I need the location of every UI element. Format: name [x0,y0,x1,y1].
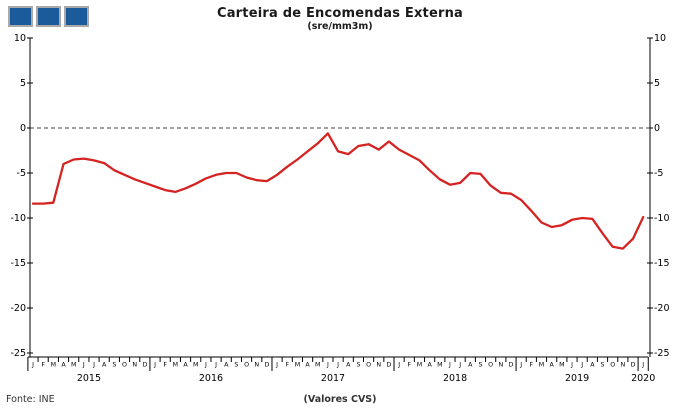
svg-text:D: D [631,362,636,369]
svg-text:F: F [530,362,534,369]
ine-logo [8,6,89,27]
svg-text:2019: 2019 [565,373,589,384]
svg-text:O: O [122,362,127,369]
svg-text:-5: -5 [17,168,26,179]
svg-text:J: J [275,362,278,369]
svg-text:A: A [590,362,595,369]
chart-title: Carteira de Encomendas Externa [216,6,464,21]
svg-text:A: A [102,362,107,369]
svg-text:N: N [132,362,137,369]
svg-text:J: J [580,362,583,369]
svg-text:F: F [41,362,45,369]
svg-text:S: S [478,362,482,369]
svg-text:2016: 2016 [199,373,223,384]
svg-text:M: M [193,362,198,369]
svg-text:O: O [488,362,493,369]
svg-text:5: 5 [654,78,660,89]
svg-text:M: M [295,362,300,369]
svg-text:J: J [204,362,207,369]
svg-text:J: J [214,362,217,369]
svg-text:0: 0 [654,123,660,134]
svg-text:A: A [305,362,310,369]
svg-text:O: O [366,362,371,369]
svg-text:-10: -10 [10,213,26,224]
svg-text:N: N [376,362,381,369]
svg-text:-20: -20 [10,303,26,314]
svg-text:J: J [336,362,339,369]
svg-text:D: D [142,362,147,369]
svg-text:F: F [163,362,167,369]
svg-text:2018: 2018 [443,373,467,384]
svg-text:-20: -20 [654,303,670,314]
svg-text:J: J [570,362,573,369]
svg-text:D: D [264,362,269,369]
svg-text:A: A [427,362,432,369]
svg-text:F: F [407,362,411,369]
svg-text:A: A [346,362,351,369]
svg-text:S: S [356,362,360,369]
logo-square-icon [8,6,33,27]
svg-text:J: J [82,362,85,369]
svg-text:M: M [315,362,320,369]
svg-text:J: J [519,362,522,369]
svg-text:S: S [601,362,605,369]
svg-text:J: J [31,362,34,369]
svg-text:A: A [224,362,229,369]
svg-text:M: M [51,362,56,369]
source-label: Fonte: INE [6,394,55,405]
svg-text:-5: -5 [654,168,663,179]
svg-text:10: 10 [654,33,666,44]
svg-text:J: J [326,362,329,369]
svg-text:F: F [285,362,289,369]
svg-text:D: D [509,362,514,369]
svg-text:M: M [437,362,442,369]
footnote-label: (Valores CVS) [303,394,377,405]
svg-text:A: A [468,362,473,369]
svg-text:-25: -25 [10,348,26,359]
svg-text:A: A [183,362,188,369]
svg-text:O: O [610,362,615,369]
svg-text:2020: 2020 [631,373,655,384]
svg-text:O: O [244,362,249,369]
svg-text:A: A [61,362,66,369]
svg-text:J: J [397,362,400,369]
svg-text:2015: 2015 [77,373,101,384]
svg-text:J: J [448,362,451,369]
svg-text:-25: -25 [654,348,670,359]
svg-text:10: 10 [14,33,26,44]
svg-text:J: J [92,362,95,369]
svg-text:M: M [417,362,422,369]
svg-text:J: J [641,362,644,369]
svg-text:A: A [550,362,555,369]
svg-text:J: J [458,362,461,369]
svg-text:J: J [153,362,156,369]
chart-subtitle: (sre/mm3m) [307,21,373,32]
logo-square-icon [36,6,61,27]
svg-text:N: N [498,362,503,369]
svg-text:-15: -15 [10,258,26,269]
svg-text:-15: -15 [654,258,670,269]
svg-text:S: S [234,362,238,369]
svg-text:5: 5 [20,78,26,89]
svg-text:M: M [173,362,178,369]
svg-text:N: N [254,362,259,369]
svg-text:2017: 2017 [321,373,345,384]
svg-text:N: N [621,362,626,369]
svg-text:M: M [539,362,544,369]
logo-square-icon [64,6,89,27]
svg-text:0: 0 [20,123,26,134]
svg-text:M: M [559,362,564,369]
svg-text:D: D [387,362,392,369]
svg-text:S: S [112,362,116,369]
svg-text:-10: -10 [654,213,670,224]
svg-text:M: M [71,362,76,369]
